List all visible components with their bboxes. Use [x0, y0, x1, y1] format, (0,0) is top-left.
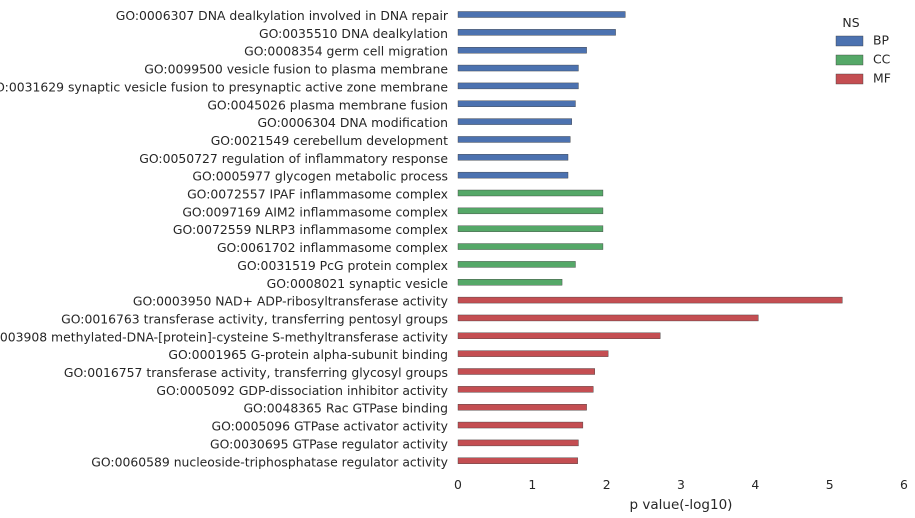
- bar: [457, 225, 604, 232]
- legend-swatch: [835, 35, 864, 47]
- category-label: GO:0005977 glycogen metabolic process: [192, 169, 448, 184]
- category-label: GO:0006307 DNA dealkylation involved in …: [116, 8, 449, 23]
- category-label: GO:0031519 PcG protein complex: [237, 258, 448, 273]
- legend-label: CC: [873, 52, 890, 67]
- category-label: GO:0016757 transferase activity, transfe…: [64, 365, 448, 380]
- bar: [457, 154, 569, 161]
- bar: [457, 386, 594, 393]
- legend-swatch: [835, 73, 864, 85]
- bar: [457, 100, 576, 107]
- category-label: GO:0099500 vesicle fusion to plasma memb…: [144, 62, 448, 77]
- bar: [457, 261, 576, 268]
- bar: [457, 243, 604, 250]
- bar: [457, 332, 661, 339]
- category-label: GO:0016763 transferase activity, transfe…: [61, 311, 448, 326]
- x-tick-label: 2: [603, 477, 611, 492]
- bar: [457, 11, 626, 18]
- category-label: GO:0050727 regulation of inflammatory re…: [139, 151, 448, 166]
- x-tick-label: 3: [677, 477, 685, 492]
- x-tick-label: 1: [528, 477, 536, 492]
- bar: [457, 439, 579, 447]
- legend-items: BP CC MF: [835, 33, 891, 86]
- category-label: GO:0060589 nucleoside-triphosphatase reg…: [91, 454, 448, 469]
- bar: [457, 421, 584, 429]
- category-label: GO:0061702 inflammasome complex: [217, 240, 448, 255]
- bar: [457, 171, 569, 179]
- category-label: GO:0072557 IPAF inflammasome complex: [187, 187, 448, 202]
- bar: [457, 118, 572, 125]
- bar: [457, 47, 587, 54]
- legend: NS BP CC MF: [835, 15, 891, 86]
- category-label: GO:0021549 cerebellum development: [211, 133, 448, 148]
- x-tick-label: 0: [454, 477, 462, 492]
- category-label: GO:0030695 GTPase regulator activity: [210, 436, 448, 451]
- category-label: GO:0001965 G-protein alpha-subunit bindi…: [168, 347, 448, 362]
- bar: [457, 279, 563, 286]
- category-label: GO:0008354 germ cell migration: [244, 44, 448, 59]
- category-label: GO:0035510 DNA dealkylation: [259, 26, 448, 41]
- category-label: GO:0005096 GTPase activator activity: [212, 419, 448, 434]
- legend-label: MF: [873, 71, 891, 86]
- bar: [457, 136, 571, 143]
- category-label: GO:0048365 Rac GTPase binding: [243, 401, 448, 416]
- category-label: GO:0008021 synaptic vesicle: [267, 276, 448, 291]
- bar: [457, 404, 587, 411]
- legend-swatch: [835, 54, 864, 66]
- bar: [457, 29, 616, 36]
- category-label: GO:0072559 NLRP3 inflammasome complex: [173, 222, 448, 237]
- category-label: GO:0045026 plasma membrane fusion: [207, 97, 448, 112]
- bar: [457, 82, 579, 90]
- category-label: GO:0003908 methylated-DNA-[protein]-cyst…: [0, 329, 448, 344]
- bar: [457, 296, 843, 304]
- x-axis-ticks: 0 1 2 3 4 5 6: [454, 477, 908, 492]
- x-tick-label: 5: [826, 477, 834, 492]
- category-label: GO:0005092 GDP-dissociation inhibitor ac…: [156, 383, 448, 398]
- bar: [457, 64, 579, 72]
- category-labels: GO:0006307 DNA dealkylation involved in …: [0, 8, 449, 469]
- bar: [457, 314, 759, 322]
- category-label: GO:0006304 DNA modification: [257, 115, 448, 130]
- legend-label: BP: [873, 33, 890, 48]
- bars-layer: [457, 11, 843, 464]
- bar: [457, 368, 595, 375]
- category-label: GO:0097169 AIM2 inflammasome complex: [182, 204, 448, 219]
- category-label: GO:0003950 NAD+ ADP-ribosyltransferase a…: [133, 294, 448, 309]
- category-label: GO:0031629 synaptic vesicle fusion to pr…: [0, 79, 448, 94]
- x-tick-label: 4: [751, 477, 759, 492]
- bar: [457, 207, 604, 215]
- bar: [457, 189, 604, 197]
- legend-title: NS: [842, 15, 859, 30]
- bar: [457, 350, 609, 357]
- x-tick-label: 6: [900, 477, 908, 492]
- bar: [457, 457, 578, 464]
- x-axis-label: p value(-log10): [630, 497, 733, 513]
